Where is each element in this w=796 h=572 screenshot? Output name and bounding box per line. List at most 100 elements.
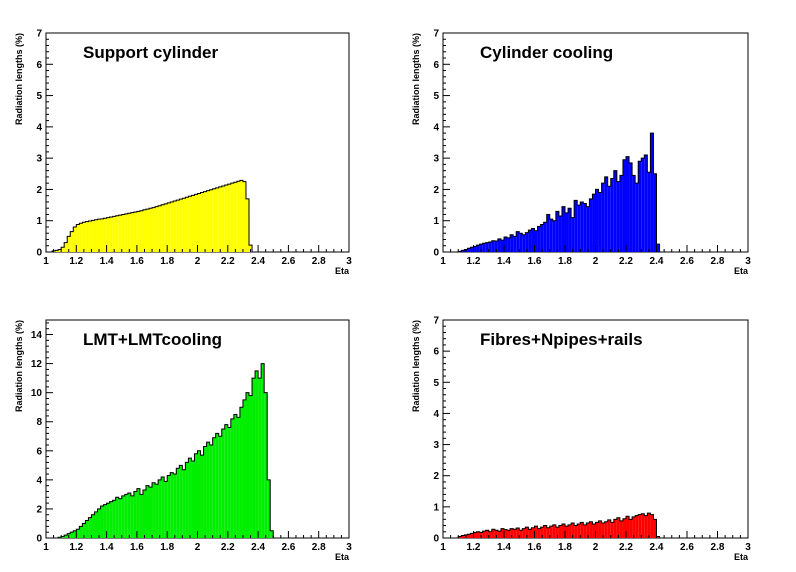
histogram-bar (67, 236, 71, 252)
x-tick-label: 1.4 (100, 542, 114, 553)
histogram-bar (473, 246, 477, 252)
y-tick-label: 6 (36, 60, 42, 71)
x-tick-label: 2.2 (619, 542, 633, 553)
histogram-bar (540, 527, 544, 538)
histogram-bar (161, 476, 165, 538)
histogram-bar (574, 200, 578, 252)
histogram-bar (145, 485, 150, 538)
histogram-bar (558, 525, 562, 538)
x-tick-label: 3 (346, 256, 352, 267)
panel-title: Support cylinder (83, 43, 218, 62)
y-tick-label: 4 (36, 122, 42, 133)
y-tick-label: 3 (433, 440, 439, 451)
x-tick-label: 2.6 (281, 256, 295, 267)
histogram-bar (255, 370, 259, 538)
histogram-bar (233, 414, 237, 538)
histogram-bar (571, 217, 575, 252)
histogram-bar (586, 523, 590, 538)
histogram-bar (546, 214, 550, 252)
histogram-bar (635, 183, 639, 252)
histogram-bar (613, 519, 617, 538)
histogram-bar (552, 220, 556, 252)
x-tick-label: 2.6 (281, 542, 295, 553)
histogram-bar (610, 178, 614, 252)
histogram-bar (203, 446, 207, 538)
y-tick-label: 7 (36, 29, 42, 40)
x-tick-label: 1.6 (130, 256, 144, 267)
histogram-bar (626, 516, 630, 538)
histogram-bar (516, 231, 520, 252)
x-tick-label: 3 (346, 542, 352, 553)
histogram-bar (476, 245, 480, 252)
histogram-bar (85, 520, 89, 538)
histogram-bar (264, 392, 268, 538)
histogram-bar (106, 503, 110, 538)
histogram-bar (103, 218, 107, 252)
histogram-bar (233, 182, 237, 252)
x-tick-label: 2 (593, 542, 599, 553)
histogram-bar (540, 224, 544, 252)
histogram-bar (167, 202, 171, 252)
x-tick-label: 2.2 (619, 256, 633, 267)
y-axis-label: Radiation lengths (%) (14, 33, 24, 125)
histogram-bar (622, 159, 626, 252)
x-axis-label: Eta (335, 552, 350, 562)
histogram-bar (555, 211, 559, 252)
histogram-bar (525, 527, 529, 538)
y-tick-label: 1 (433, 502, 439, 513)
chart-panel-1: 1 1.2 1.4 1.6 1.8 2 2.2 2.4 2.6 2.8 301234567EtaRa… (14, 29, 352, 277)
histogram-bar (73, 226, 77, 252)
x-tick-label: 1 (43, 542, 49, 553)
histogram-bar (179, 199, 183, 252)
histogram-bar (467, 248, 471, 252)
y-tick-label: 3 (36, 154, 42, 165)
histogram-bar (656, 244, 660, 252)
histogram-bar (79, 526, 83, 538)
histogram-bar (100, 218, 104, 252)
histogram-bar (182, 469, 186, 538)
histogram-bar (245, 198, 250, 252)
histogram-bar (461, 250, 465, 252)
histogram-bar (176, 468, 180, 538)
histogram-bar (497, 531, 501, 538)
histogram-bar (470, 247, 474, 252)
histogram-bar (127, 213, 131, 252)
histogram-bar (531, 228, 535, 252)
histogram-bar (170, 472, 174, 538)
x-tick-label: 2.2 (221, 542, 235, 553)
histogram-bar (479, 244, 483, 252)
x-tick-label: 1.8 (558, 256, 572, 267)
histogram-bar (504, 236, 508, 252)
histogram-bar (55, 250, 59, 252)
histogram-bar (191, 195, 195, 252)
histogram-bar (121, 214, 125, 252)
histogram-bar (598, 192, 602, 252)
histogram-bar (115, 497, 119, 538)
histogram-bar (549, 526, 553, 538)
histogram-bar (152, 207, 156, 252)
y-axis-ticks (46, 32, 53, 253)
histogram-bar (242, 399, 246, 538)
histogram-bar (64, 242, 68, 252)
y-axis-label: Radiation lengths (%) (411, 320, 421, 412)
y-tick-label: 2 (36, 185, 42, 196)
x-tick-label: 1.8 (160, 542, 174, 553)
histogram-bar (88, 221, 92, 252)
x-tick-label: 2.4 (251, 542, 265, 553)
histogram-bar (170, 201, 174, 252)
histogram-bar (230, 183, 234, 252)
histogram-bar (641, 158, 645, 252)
histogram-bar (583, 203, 587, 252)
histogram-bar (70, 231, 74, 252)
histogram-bar (136, 211, 140, 252)
histogram-bar (155, 206, 159, 252)
x-tick-label: 2 (195, 256, 201, 267)
histogram-bar (188, 196, 192, 252)
histogram-bar (82, 222, 86, 252)
histogram-bar (133, 491, 137, 538)
y-axis-ticks (443, 32, 450, 253)
histogram-outline (443, 132, 748, 253)
histogram-bar (476, 531, 480, 538)
histogram-bar (616, 517, 620, 538)
histogram-bar (638, 161, 642, 252)
